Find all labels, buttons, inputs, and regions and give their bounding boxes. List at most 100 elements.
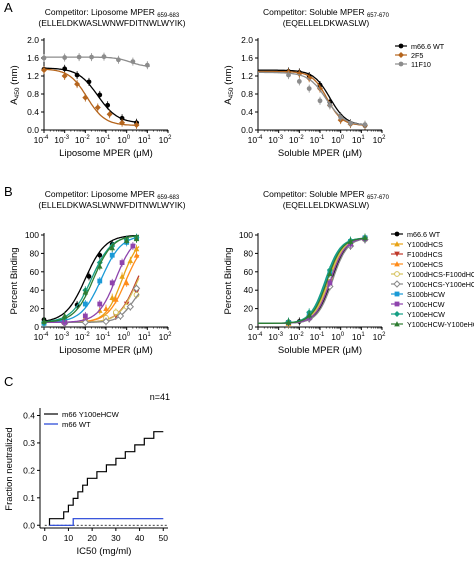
data-point [82, 289, 89, 295]
data-point [62, 320, 68, 325]
data-point [94, 104, 101, 111]
panel-label-a: A [4, 0, 13, 15]
y-tick-label: 1.2 [27, 71, 39, 81]
x-tick-label: 10-2 [289, 332, 304, 342]
y-tick-label: 20 [244, 304, 254, 314]
fit-curve [44, 243, 136, 324]
chart-subtitle: (ELLELDKWASLWNWFDITNWLWYIK) [38, 18, 185, 28]
x-tick-label: 102 [373, 332, 386, 342]
data-point [97, 278, 103, 284]
data-point [41, 318, 47, 324]
step-series-0 [48, 431, 164, 526]
x-tick-label: 10-2 [75, 135, 90, 145]
data-point [113, 296, 119, 302]
x-tick-label: 102 [159, 135, 172, 145]
x-tick-label: 10-2 [75, 332, 90, 342]
legend-marker [394, 291, 400, 297]
data-point [348, 120, 353, 126]
data-point [109, 294, 116, 300]
data-point [133, 252, 140, 258]
legend-b: m66.6 WTY100dHCSF100dHCSY100eHCSY100dHCS… [391, 230, 474, 329]
y-tick-label: 0.2 [23, 465, 35, 475]
legend-entry: m66.6 WT [411, 42, 445, 51]
x-tick-label: 101 [352, 332, 365, 342]
legend-marker [394, 241, 400, 247]
legend-entry: 2F5 [411, 51, 423, 60]
y-tick-label: 0.8 [241, 89, 253, 99]
chart-title: Competitor: Soluble MPER 657-670 [263, 189, 390, 201]
data-point [106, 111, 113, 118]
data-point [133, 122, 140, 129]
data-point [296, 79, 302, 84]
series-0 [41, 64, 139, 127]
data-point [119, 260, 125, 265]
y-axis-label: Fraction neutralized [4, 427, 15, 510]
x-axis-label: Liposome MPER (μM) [59, 148, 153, 159]
data-point [101, 54, 107, 60]
y-tick-label: 0.0 [27, 125, 39, 135]
y-tick-label: 100 [25, 230, 39, 240]
data-point [126, 303, 135, 311]
data-point [338, 115, 344, 120]
legend-entry: m66 WT [62, 420, 91, 429]
chart-subtitle: (EQELLELDKWASLW) [283, 200, 370, 210]
data-point [109, 244, 116, 251]
fit-curve [43, 234, 139, 322]
data-point [82, 301, 88, 307]
data-point [127, 257, 134, 264]
x-axis-label: Soluble MPER (μM) [278, 148, 362, 159]
legend-entry: Y100dHCS [407, 240, 443, 249]
x-tick-label: 10-3 [268, 135, 283, 145]
x-tick-label: 10-1 [96, 135, 111, 145]
y-tick-label: 1.2 [241, 71, 253, 81]
data-point [97, 301, 103, 307]
y-tick-label: 80 [30, 248, 40, 258]
series-1 [258, 68, 368, 130]
data-point [123, 237, 130, 243]
y-tick-label: 0.0 [23, 520, 35, 530]
x-tick-label: 100 [117, 332, 130, 342]
fit-curve [258, 70, 368, 126]
x-tick-label: 101 [138, 135, 151, 145]
data-point [133, 235, 140, 242]
y-tick-label: 0.0 [241, 125, 253, 135]
y-tick-label: 0.4 [27, 107, 39, 117]
y-tick-label: 1.6 [241, 53, 253, 63]
data-point [89, 54, 94, 60]
x-tick-label: 102 [373, 135, 386, 145]
y-tick-label: 2.0 [27, 35, 39, 45]
x-axis-label: Liposome MPER (μM) [59, 345, 153, 356]
data-point [74, 81, 81, 88]
series-2 [258, 71, 368, 129]
legend-marker [394, 321, 400, 327]
data-point [61, 313, 68, 319]
x-tick-label: 20 [87, 533, 97, 543]
chart-subtitle: (ELLELDKWASLWNWFDITNWLWYIK) [38, 200, 185, 210]
data-point [62, 55, 68, 60]
data-point [144, 62, 150, 68]
x-tick-label: 101 [352, 135, 365, 145]
chart-subtitle: (EQELLELDKWASLW) [283, 18, 370, 28]
data-point [306, 312, 312, 318]
x-axis-label: Soluble MPER (μM) [278, 345, 362, 356]
chart-title: Competitor: Liposome MPER 659-683 [45, 189, 180, 201]
x-tick-label: 10-3 [268, 332, 283, 342]
data-point [82, 313, 88, 319]
data-point [103, 305, 109, 311]
series-0 [258, 67, 368, 130]
legend-marker [394, 271, 400, 277]
legend-entry: Y100dHCS-F100dHCS [407, 270, 474, 279]
y-tick-label: 40 [244, 285, 254, 295]
y-tick-label: 0.4 [23, 410, 35, 420]
data-point [97, 92, 103, 98]
x-axis-label: IC50 (mg/ml) [77, 546, 132, 557]
series-2 [41, 52, 150, 70]
data-point [109, 280, 115, 286]
data-point [327, 280, 333, 286]
data-point [82, 94, 89, 101]
chart-title: Competitor: Soluble MPER 657-670 [263, 7, 390, 19]
x-tick-label: 10-1 [96, 332, 111, 342]
chart-c-neutralization: 0 10 20 30 40 50 0.0 0.1 0.2 0.3 0.4 IC50 (mg/ml) Fr… [4, 392, 170, 557]
data-point [96, 263, 103, 269]
y-tick-label: 60 [244, 267, 254, 277]
